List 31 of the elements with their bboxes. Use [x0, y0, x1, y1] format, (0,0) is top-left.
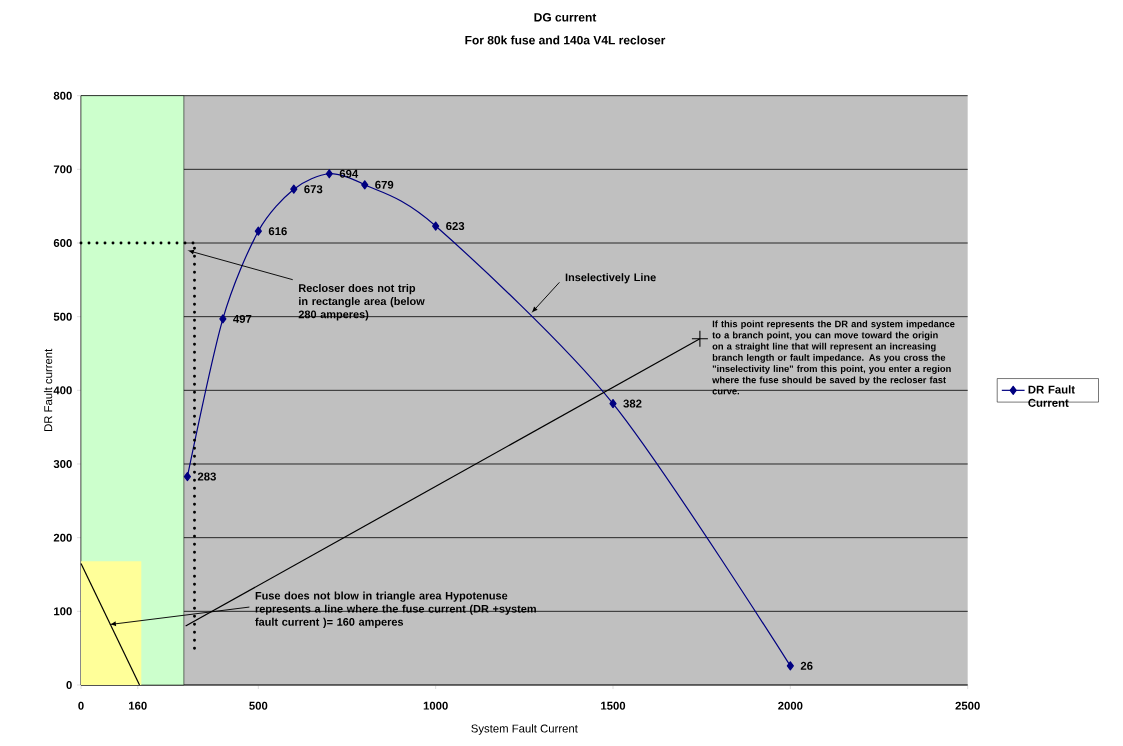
x-tick-label: 500	[249, 701, 268, 710]
x-tick-label: 0	[78, 701, 84, 710]
data-label: 679	[375, 180, 394, 189]
annotation: Inselectively Line	[565, 273, 656, 284]
x-tick-label: 1500	[601, 701, 626, 710]
y-tick-label: 700	[53, 165, 72, 174]
y-axis-title: DR Fault current	[43, 348, 53, 431]
x-tick-label: 160	[129, 701, 147, 710]
chart-subtitle: For 80k fuse and 140a V4L recloser	[465, 35, 666, 45]
y-tick-label: 200	[53, 533, 72, 542]
data-label: 497	[233, 314, 252, 323]
x-tick-label: 2500	[955, 701, 980, 710]
data-label: 694	[339, 169, 359, 178]
y-tick-label: 400	[53, 386, 72, 395]
y-tick-label: 100	[54, 607, 72, 616]
data-label: 616	[268, 227, 287, 236]
chart-title: DG current	[534, 13, 597, 22]
x-tick-label: 1000	[423, 701, 448, 710]
x-tick-label: 2000	[778, 701, 803, 710]
data-label: 673	[304, 185, 323, 194]
y-tick-label: 500	[53, 312, 72, 321]
y-tick-label: 800	[53, 91, 72, 100]
x-axis-title: System Fault Current	[471, 724, 578, 735]
data-label: 623	[446, 222, 465, 231]
data-label: 283	[197, 472, 216, 481]
y-tick-label: 300	[53, 459, 72, 469]
data-label: 26	[800, 661, 813, 670]
y-tick-label: 0	[66, 681, 72, 690]
legend-label: DR Fault Current	[1028, 385, 1075, 407]
y-tick-label: 600	[53, 239, 72, 248]
data-label: 382	[623, 399, 642, 408]
